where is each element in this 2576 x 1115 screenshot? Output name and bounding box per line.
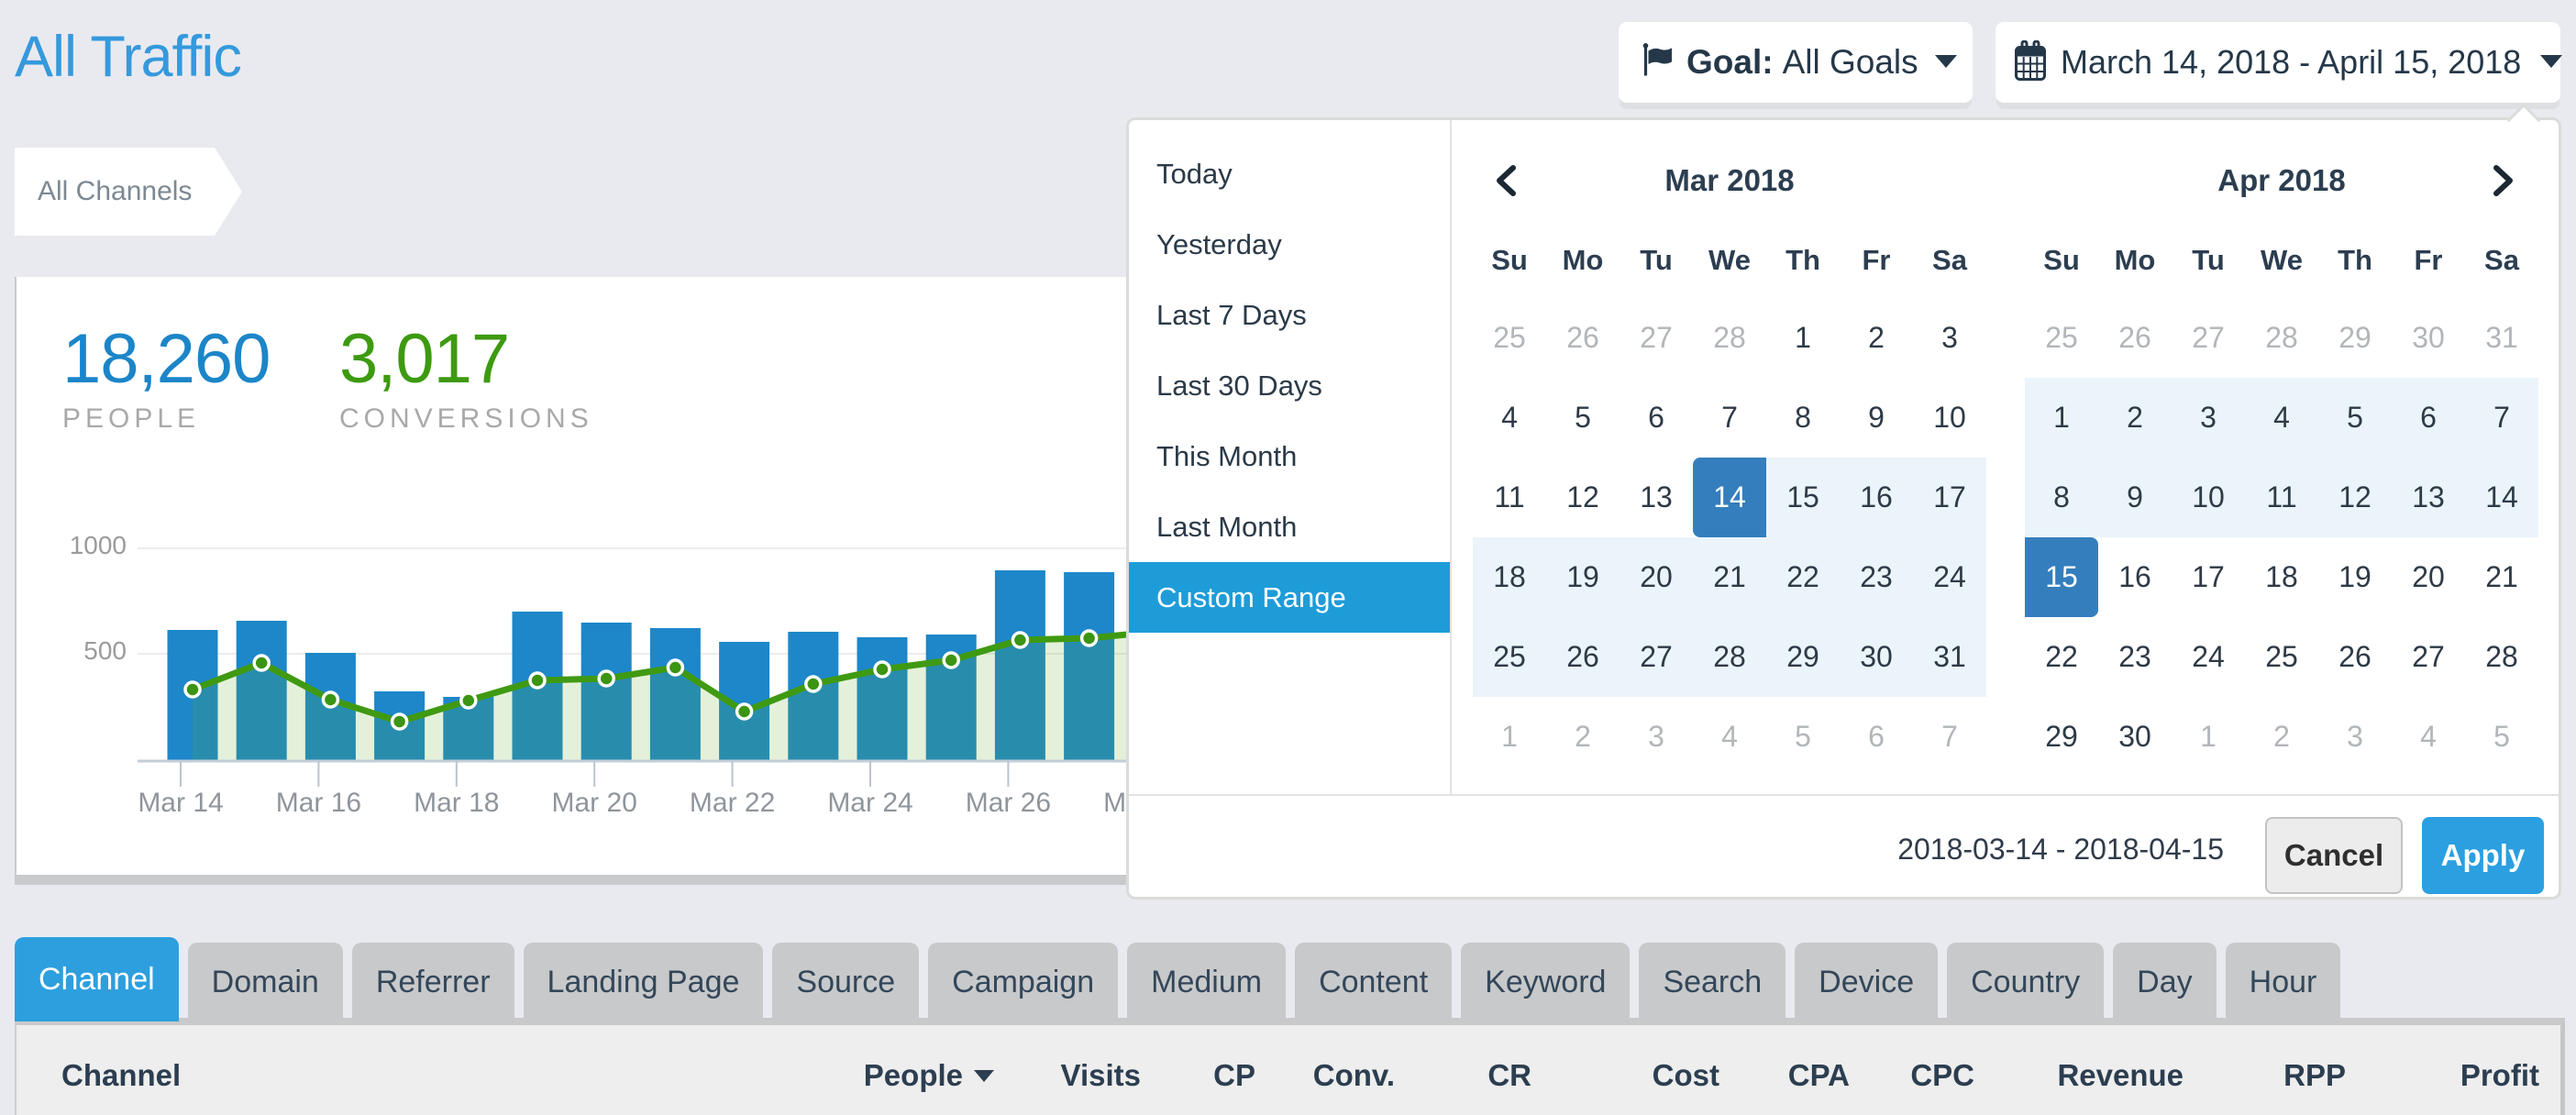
svg-text:500: 500 bbox=[83, 636, 127, 665]
svg-text:Mar 24: Mar 24 bbox=[827, 788, 912, 818]
svg-text:Mar 20: Mar 20 bbox=[552, 788, 637, 818]
svg-text:Mar 14: Mar 14 bbox=[138, 788, 223, 818]
svg-text:Mar 18: Mar 18 bbox=[414, 788, 499, 818]
svg-text:1000: 1000 bbox=[70, 531, 127, 559]
svg-text:Mar 22: Mar 22 bbox=[690, 788, 775, 818]
svg-text:Mar 16: Mar 16 bbox=[276, 788, 361, 818]
svg-text:Mar 26: Mar 26 bbox=[966, 788, 1051, 818]
